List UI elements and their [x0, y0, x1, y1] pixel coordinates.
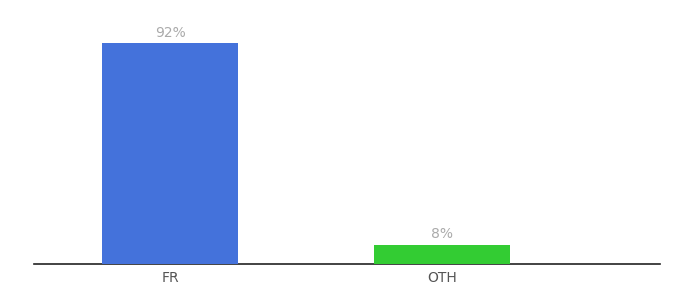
Text: 8%: 8% [431, 227, 453, 241]
Bar [374, 245, 510, 264]
Bar [102, 43, 238, 264]
Text: 92%: 92% [154, 26, 186, 40]
